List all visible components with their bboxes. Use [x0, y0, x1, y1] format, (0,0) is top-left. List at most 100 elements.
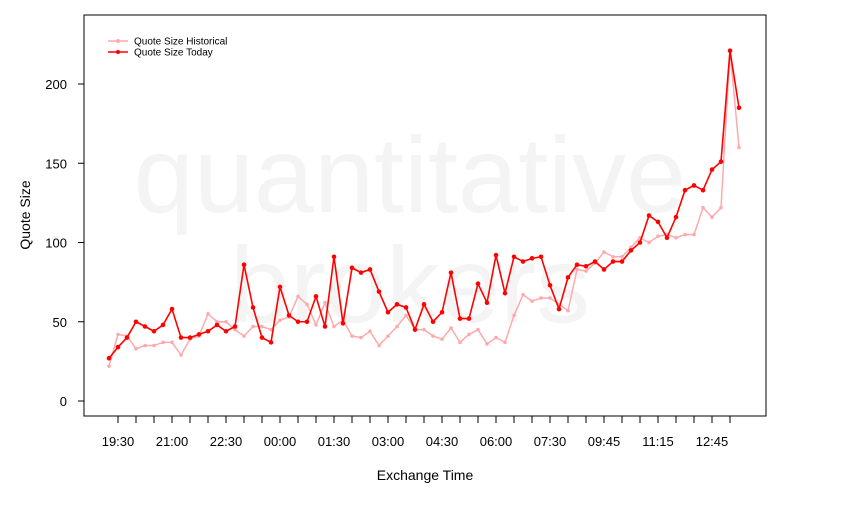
- data-point: [385, 309, 391, 315]
- x-tick-label: 09:45: [588, 434, 621, 449]
- data-point: [583, 263, 589, 269]
- data-point: [224, 319, 228, 324]
- y-axis-label: Quote Size: [17, 180, 33, 249]
- data-point: [124, 335, 130, 340]
- data-point: [521, 293, 525, 297]
- legend-marker: [116, 39, 120, 43]
- data-point: [367, 267, 373, 272]
- data-point: [179, 353, 183, 357]
- data-point: [259, 335, 265, 340]
- data-point: [431, 334, 435, 338]
- data-point: [142, 324, 148, 329]
- plot-frame: [83, 14, 767, 417]
- data-point: [170, 340, 174, 345]
- data-point: [178, 335, 184, 340]
- data-point: [196, 332, 202, 337]
- data-point: [692, 232, 696, 237]
- data-point: [458, 340, 462, 345]
- data-point: [682, 187, 688, 193]
- data-point: [205, 328, 211, 334]
- data-point: [386, 334, 390, 338]
- x-axis-label: Exchange Time: [377, 467, 474, 483]
- series-today: [106, 48, 742, 361]
- x-tick-label: 19:30: [102, 434, 135, 449]
- data-point: [430, 319, 436, 325]
- data-point: [611, 254, 615, 259]
- data-point: [664, 235, 670, 241]
- data-point: [647, 240, 651, 245]
- data-point: [286, 313, 292, 318]
- x-tick-label: 01:30: [318, 434, 351, 449]
- data-point: [655, 219, 661, 225]
- data-point: [448, 270, 454, 275]
- data-point: [449, 326, 453, 330]
- data-point: [709, 167, 715, 172]
- data-point: [548, 296, 552, 300]
- data-point: [107, 364, 111, 368]
- data-point: [710, 215, 714, 219]
- data-point: [592, 259, 598, 264]
- data-point: [395, 324, 399, 329]
- data-point: [683, 232, 687, 237]
- data-point: [529, 256, 535, 261]
- data-point: [242, 334, 246, 338]
- x-axis: 19:30 21:00 22:30 00:00 01:30 03:00 04:30 06:00…: [102, 416, 731, 449]
- y-tick-label: 0: [60, 394, 67, 409]
- data-point: [169, 306, 175, 312]
- data-point: [575, 267, 579, 272]
- legend-label: Quote Size Today: [134, 48, 213, 59]
- data-point: [323, 300, 327, 305]
- data-point: [223, 328, 229, 334]
- data-point: [314, 323, 318, 327]
- data-point: [350, 334, 354, 338]
- x-tick-label: 22:30: [210, 434, 243, 449]
- data-point: [305, 302, 309, 307]
- data-point: [439, 309, 445, 315]
- series-historical: [107, 48, 741, 368]
- data-point: [484, 300, 490, 306]
- x-tick-label: 04:30: [426, 434, 459, 449]
- watermark: quantitative brokers: [134, 114, 686, 345]
- data-point: [601, 267, 607, 272]
- data-point: [538, 254, 544, 260]
- data-point: [349, 265, 355, 271]
- data-point: [376, 289, 382, 294]
- data-point: [512, 313, 516, 318]
- data-point: [296, 294, 300, 299]
- x-tick-label: 06:00: [480, 434, 513, 449]
- data-point: [520, 259, 526, 264]
- data-point: [268, 340, 274, 345]
- data-point: [269, 327, 273, 332]
- data-point: [332, 324, 336, 329]
- x-tick-label: 03:00: [372, 434, 405, 449]
- x-tick-label: 12:45: [696, 434, 729, 449]
- x-tick-label: 21:00: [156, 434, 189, 449]
- data-point: [620, 254, 624, 259]
- data-point: [556, 306, 562, 312]
- data-point: [394, 302, 400, 307]
- data-point: [295, 319, 301, 325]
- data-point: [412, 327, 418, 332]
- data-point: [313, 294, 319, 299]
- data-point: [565, 275, 571, 280]
- data-point: [133, 319, 139, 325]
- data-point: [151, 328, 157, 334]
- data-point: [457, 316, 463, 321]
- data-point: [646, 213, 652, 218]
- watermark-line-1: quantitative: [134, 114, 686, 235]
- data-point: [511, 254, 517, 260]
- data-point: [619, 259, 625, 264]
- data-point: [241, 262, 247, 267]
- x-tick-label: 11:15: [642, 434, 674, 449]
- data-point: [566, 308, 570, 313]
- data-point: [629, 245, 633, 250]
- data-point: [547, 282, 553, 288]
- data-point: [673, 214, 679, 220]
- data-point: [404, 313, 408, 318]
- data-point: [277, 284, 283, 290]
- data-point: [187, 335, 193, 340]
- data-point: [530, 299, 534, 303]
- data-point: [476, 327, 480, 332]
- data-point: [466, 316, 472, 321]
